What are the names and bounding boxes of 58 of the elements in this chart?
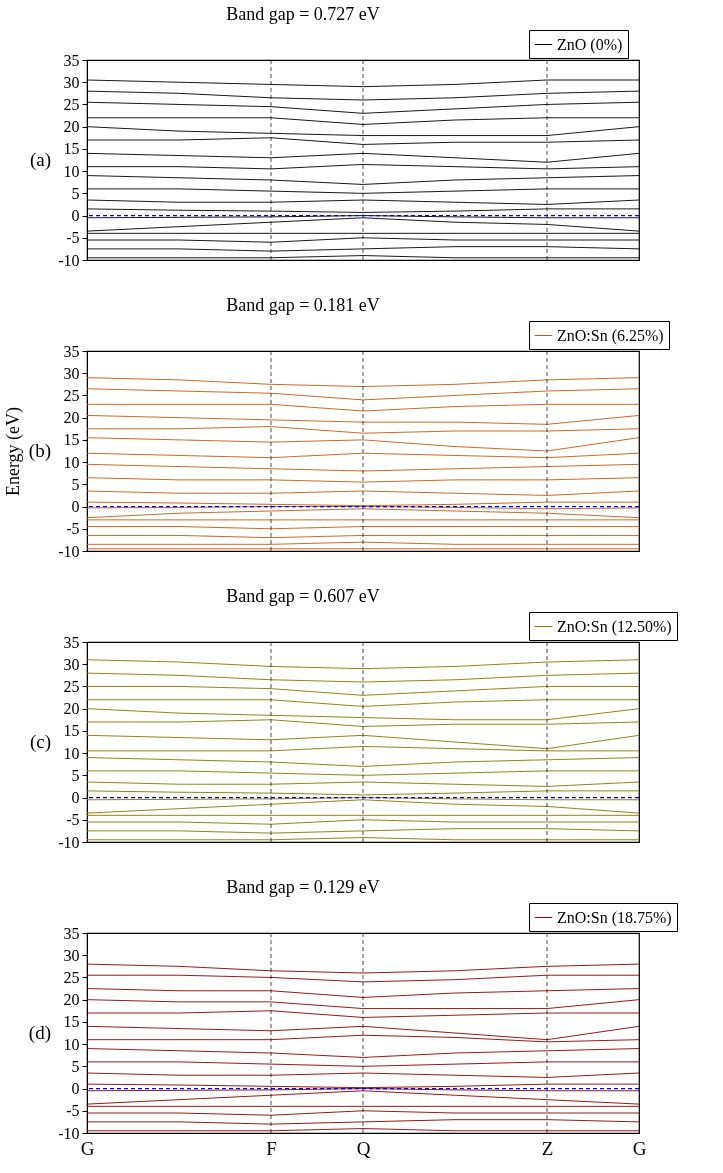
text: (b)	[28, 440, 51, 462]
y-tick-label: 15	[63, 1013, 80, 1031]
legend-label: ZnO:Sn (18.75%)	[557, 908, 672, 927]
y-tick-label: 15	[63, 140, 80, 158]
x-tick-label: Z	[541, 1137, 554, 1159]
y-tick-label: -10	[58, 251, 80, 269]
chart-title: Band gap = 0.607 eV	[226, 585, 380, 606]
y-tick-label: 25	[63, 95, 80, 113]
y-tick-label: 25	[63, 386, 80, 404]
y-tick-label: 10	[63, 1035, 80, 1053]
y-tick-label: -10	[58, 542, 80, 560]
text: (c)	[29, 731, 51, 753]
y-tick-label: -5	[66, 811, 80, 829]
y-tick-label: 35	[63, 51, 80, 69]
y-tick-label: 30	[63, 655, 80, 673]
legend-label: ZnO:Sn (6.25%)	[557, 326, 664, 345]
y-tick-label: -10	[58, 1124, 80, 1142]
legend-label: ZnO:Sn (12.50%)	[557, 617, 672, 636]
text: (d)	[28, 1022, 51, 1044]
y-tick-label: 35	[63, 924, 80, 942]
x-tick-label: Q	[356, 1137, 371, 1159]
x-tick-label: F	[266, 1137, 277, 1159]
y-tick-label: 25	[63, 677, 80, 695]
y-tick-label: 5	[71, 766, 80, 784]
chart-title: Band gap = 0.181 eV	[226, 294, 380, 315]
y-tick-label: 0	[71, 789, 80, 807]
y-tick-label: 30	[63, 946, 80, 964]
y-tick-label: 10	[63, 453, 80, 471]
y-tick-label: 20	[63, 991, 80, 1009]
y-tick-label: -5	[66, 520, 80, 538]
y-tick-label: 20	[63, 409, 80, 427]
y-tick-label: 10	[63, 162, 80, 180]
y-tick-label: 5	[71, 1057, 80, 1075]
chart-title: Band gap = 0.129 eV	[226, 876, 380, 897]
y-tick-label: 30	[63, 364, 80, 382]
y-tick-label: 0	[71, 498, 80, 516]
y-tick-label: -10	[58, 833, 80, 851]
y-tick-label: 5	[71, 475, 80, 493]
y-tick-label: -5	[66, 1102, 80, 1120]
y-axis-title: Energy (eV)	[3, 406, 25, 497]
y-tick-label: 15	[63, 722, 80, 740]
y-tick-label: 30	[63, 73, 80, 91]
chart-title: Band gap = 0.727 eV	[226, 3, 380, 24]
y-tick-label: 25	[63, 968, 80, 986]
y-tick-label: -5	[66, 229, 80, 247]
y-tick-label: 10	[63, 744, 80, 762]
x-tick-label: G	[80, 1137, 95, 1159]
x-tick-label: G	[632, 1137, 647, 1159]
y-tick-label: 35	[63, 342, 80, 360]
text: (a)	[29, 149, 51, 171]
y-tick-label: 5	[71, 184, 80, 202]
y-tick-label: 0	[71, 1080, 80, 1098]
y-tick-label: 15	[63, 431, 80, 449]
y-tick-label: 20	[63, 118, 80, 136]
y-tick-label: 20	[63, 700, 80, 718]
y-tick-label: 35	[63, 633, 80, 651]
y-tick-label: 0	[71, 207, 80, 225]
legend-label: ZnO (0%)	[557, 35, 623, 54]
